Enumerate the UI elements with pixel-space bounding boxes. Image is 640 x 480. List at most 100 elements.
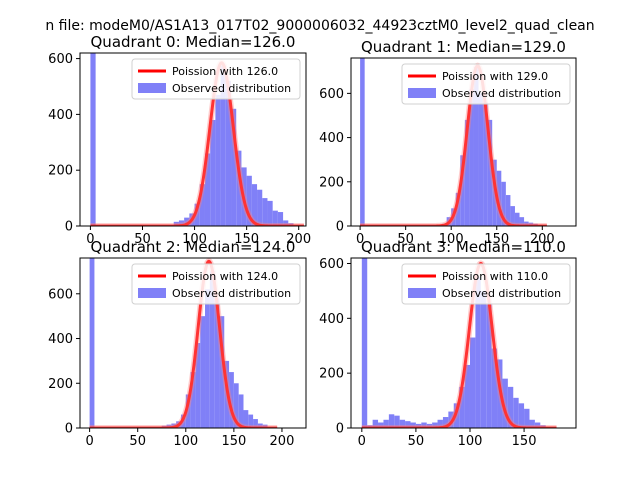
histogram-bar	[524, 221, 529, 226]
histogram-bar	[478, 93, 484, 226]
histogram-bar	[473, 66, 479, 226]
histogram-bar	[225, 80, 232, 226]
histogram-bar	[492, 159, 497, 226]
histogram-bar	[184, 217, 190, 226]
x-tick-label: 0	[358, 434, 366, 449]
histogram-bar	[166, 424, 172, 428]
histogram-bar	[496, 170, 502, 226]
histogram-bar	[246, 175, 252, 226]
x-tick-label: 100	[458, 434, 483, 449]
histogram-bar	[464, 119, 470, 226]
x-tick-label: 100	[439, 232, 464, 247]
histogram-bar	[483, 102, 488, 226]
y-tick-label: 200	[48, 164, 73, 179]
histogram-bar	[469, 337, 476, 428]
legend-box	[131, 263, 301, 305]
x-tick-label: 200	[530, 232, 555, 247]
histogram-bar	[262, 424, 268, 428]
histogram-bar	[480, 290, 487, 428]
x-tick-label: 50	[129, 434, 146, 449]
legend: Poission with 124.0 Observed distribution	[131, 263, 301, 305]
y-tick-label: 200	[319, 175, 344, 190]
histogram-bar	[455, 192, 461, 226]
histogram-bar	[437, 419, 443, 428]
histogram-bar	[238, 394, 244, 428]
histogram-bar	[257, 189, 263, 226]
histogram-bar	[507, 386, 514, 428]
legend: Poission with 126.0 Observed distribution	[131, 58, 301, 100]
histogram-bar	[262, 198, 268, 226]
histogram-bar	[209, 271, 215, 428]
histogram-bar	[383, 419, 389, 428]
y-tick-label: 200	[48, 377, 73, 392]
histogram-bar	[220, 65, 226, 226]
histogram-bar	[361, 258, 368, 428]
y-tick-label: 0	[336, 422, 344, 437]
legend-box	[401, 263, 571, 305]
histogram-bar	[459, 386, 465, 428]
histogram-bar	[486, 304, 492, 428]
legend-label: Observed distribution	[442, 287, 561, 300]
histogram-bar	[205, 289, 210, 428]
histogram-bar	[277, 212, 284, 226]
legend-label: Poission with 126.0	[172, 65, 278, 78]
histogram-bar	[219, 316, 225, 428]
figure-suptitle: n file: modeM0/AS1A13_017T02_9000006032_…	[45, 18, 594, 34]
histogram-bar	[173, 221, 179, 226]
histogram-bar	[432, 422, 438, 428]
histogram-bar	[442, 417, 449, 428]
histogram-bar	[448, 411, 454, 428]
histogram-bar	[487, 119, 493, 226]
histogram-bar	[469, 88, 474, 226]
y-tick-label: 600	[48, 52, 73, 67]
x-tick-label: 50	[397, 232, 414, 247]
histogram-bar	[524, 408, 530, 428]
quadrant-0-panel: 0 50 100 150 200 0 200 400 600 Quadrant 0: Median…	[48, 33, 311, 247]
histogram-bar	[199, 184, 205, 226]
histogram-bar	[229, 372, 234, 428]
histogram-bar	[475, 277, 481, 428]
histogram-bar	[210, 119, 216, 226]
histogram-bar	[410, 422, 416, 428]
histogram-bar	[233, 383, 239, 428]
histogram-bar	[519, 217, 525, 226]
x-tick-label: 0	[356, 232, 364, 247]
histogram-bar	[215, 94, 221, 226]
legend: Poission with 110.0 Observed distribution	[401, 263, 571, 305]
histogram-bar	[185, 394, 191, 428]
legend-bar-swatch	[138, 83, 166, 93]
histogram-bar	[190, 372, 196, 428]
legend-label: Observed distribution	[172, 82, 291, 95]
histogram-bar	[529, 419, 535, 428]
histogram-bar	[231, 108, 237, 226]
x-tick-label: 150	[484, 232, 509, 247]
quadrant-2-panel: 0 50 100 150 200 0 200 400 600 Quadrant 2: Median…	[48, 238, 307, 449]
legend: Poission with 129.0 Observed distribution	[401, 63, 571, 105]
quadrant-title: Quadrant 0: Median=126.0	[91, 33, 296, 51]
histogram-bar	[405, 421, 411, 428]
histogram-bar	[388, 414, 395, 428]
histogram-bar	[394, 415, 400, 428]
legend-box	[131, 58, 301, 100]
axes-frame	[350, 57, 577, 227]
axes-frame	[79, 257, 307, 429]
x-tick-label: 200	[286, 232, 311, 247]
y-tick-label: 400	[48, 332, 73, 347]
histogram-bar	[528, 222, 534, 226]
legend-label: Observed distribution	[172, 287, 291, 300]
quadrant-title: Quadrant 1: Median=129.0	[361, 38, 566, 56]
histogram-bar	[372, 419, 379, 428]
x-tick-label: 0	[85, 434, 93, 449]
quadrant-3-panel: 0 50 100 150 0 200 400 600 Quadrant 3: Median=11…	[319, 238, 577, 449]
y-tick-label: 0	[65, 422, 73, 437]
histogram-bar	[257, 423, 263, 428]
histogram-bar	[378, 422, 384, 428]
y-tick-label: 600	[319, 87, 344, 102]
histogram-bar	[214, 298, 220, 428]
histogram-bar	[248, 414, 254, 428]
legend-bar-swatch	[408, 88, 436, 98]
histogram-bar	[399, 419, 406, 428]
histogram-bar	[501, 181, 506, 226]
y-tick-label: 0	[336, 220, 344, 235]
